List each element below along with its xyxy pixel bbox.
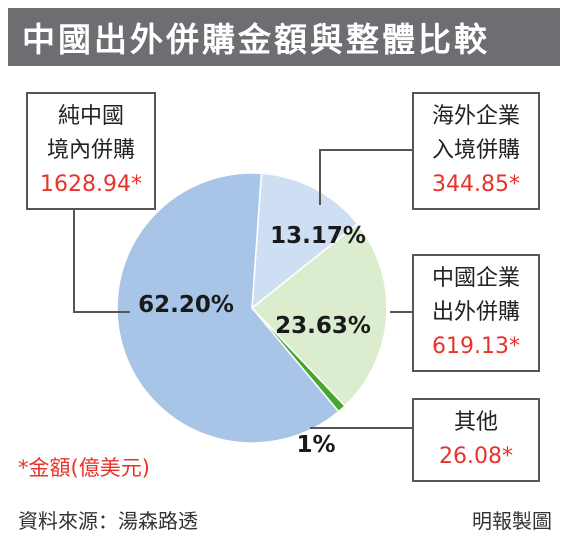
unit-note: *金額(億美元) (18, 456, 150, 480)
label-outbound-line2: 出外併購 (431, 300, 520, 325)
percent-labels: 62.20% 13.17% 23.63% 1% (138, 223, 371, 458)
label-outbound-line1: 中國企業 (431, 266, 520, 291)
label-domestic-value: 1628.94* (40, 172, 142, 197)
label-other-value: 26.08* (439, 444, 513, 469)
pie-slices (116, 172, 388, 444)
label-inbound-line2: 入境併購 (431, 138, 520, 163)
label-box-inbound: 海外企業 入境併購 344.85* (412, 92, 540, 210)
label-box-outbound: 中國企業 出外併購 619.13* (412, 254, 540, 372)
slice-inbound (251, 172, 359, 310)
label-box-other: 其他 26.08* (412, 398, 540, 482)
label-domestic-line1: 純中國 (57, 104, 124, 129)
percent-domestic: 62.20% (138, 292, 234, 318)
leader-lines (73, 149, 412, 429)
percent-inbound: 13.17% (270, 223, 366, 249)
leader-inbound (319, 149, 412, 205)
chart-title: 中國出外併購金額與整體比較 (8, 8, 560, 66)
label-outbound-value: 619.13* (432, 334, 520, 359)
credit-text: 明報製圖 (472, 509, 552, 533)
slice-domestic (116, 172, 340, 444)
label-inbound-value: 344.85* (432, 172, 520, 197)
percent-outbound: 23.63% (275, 313, 371, 339)
label-other-line1: 其他 (453, 410, 498, 435)
leader-domestic (73, 210, 130, 313)
source-text: 資料來源：湯森路透 (18, 509, 198, 533)
percent-other: 1% (296, 432, 335, 458)
label-inbound-line1: 海外企業 (431, 104, 520, 129)
slice-outbound (250, 222, 388, 407)
label-domestic-line2: 境內併購 (46, 138, 135, 163)
label-box-domestic: 純中國 境內併購 1628.94* (26, 92, 156, 210)
